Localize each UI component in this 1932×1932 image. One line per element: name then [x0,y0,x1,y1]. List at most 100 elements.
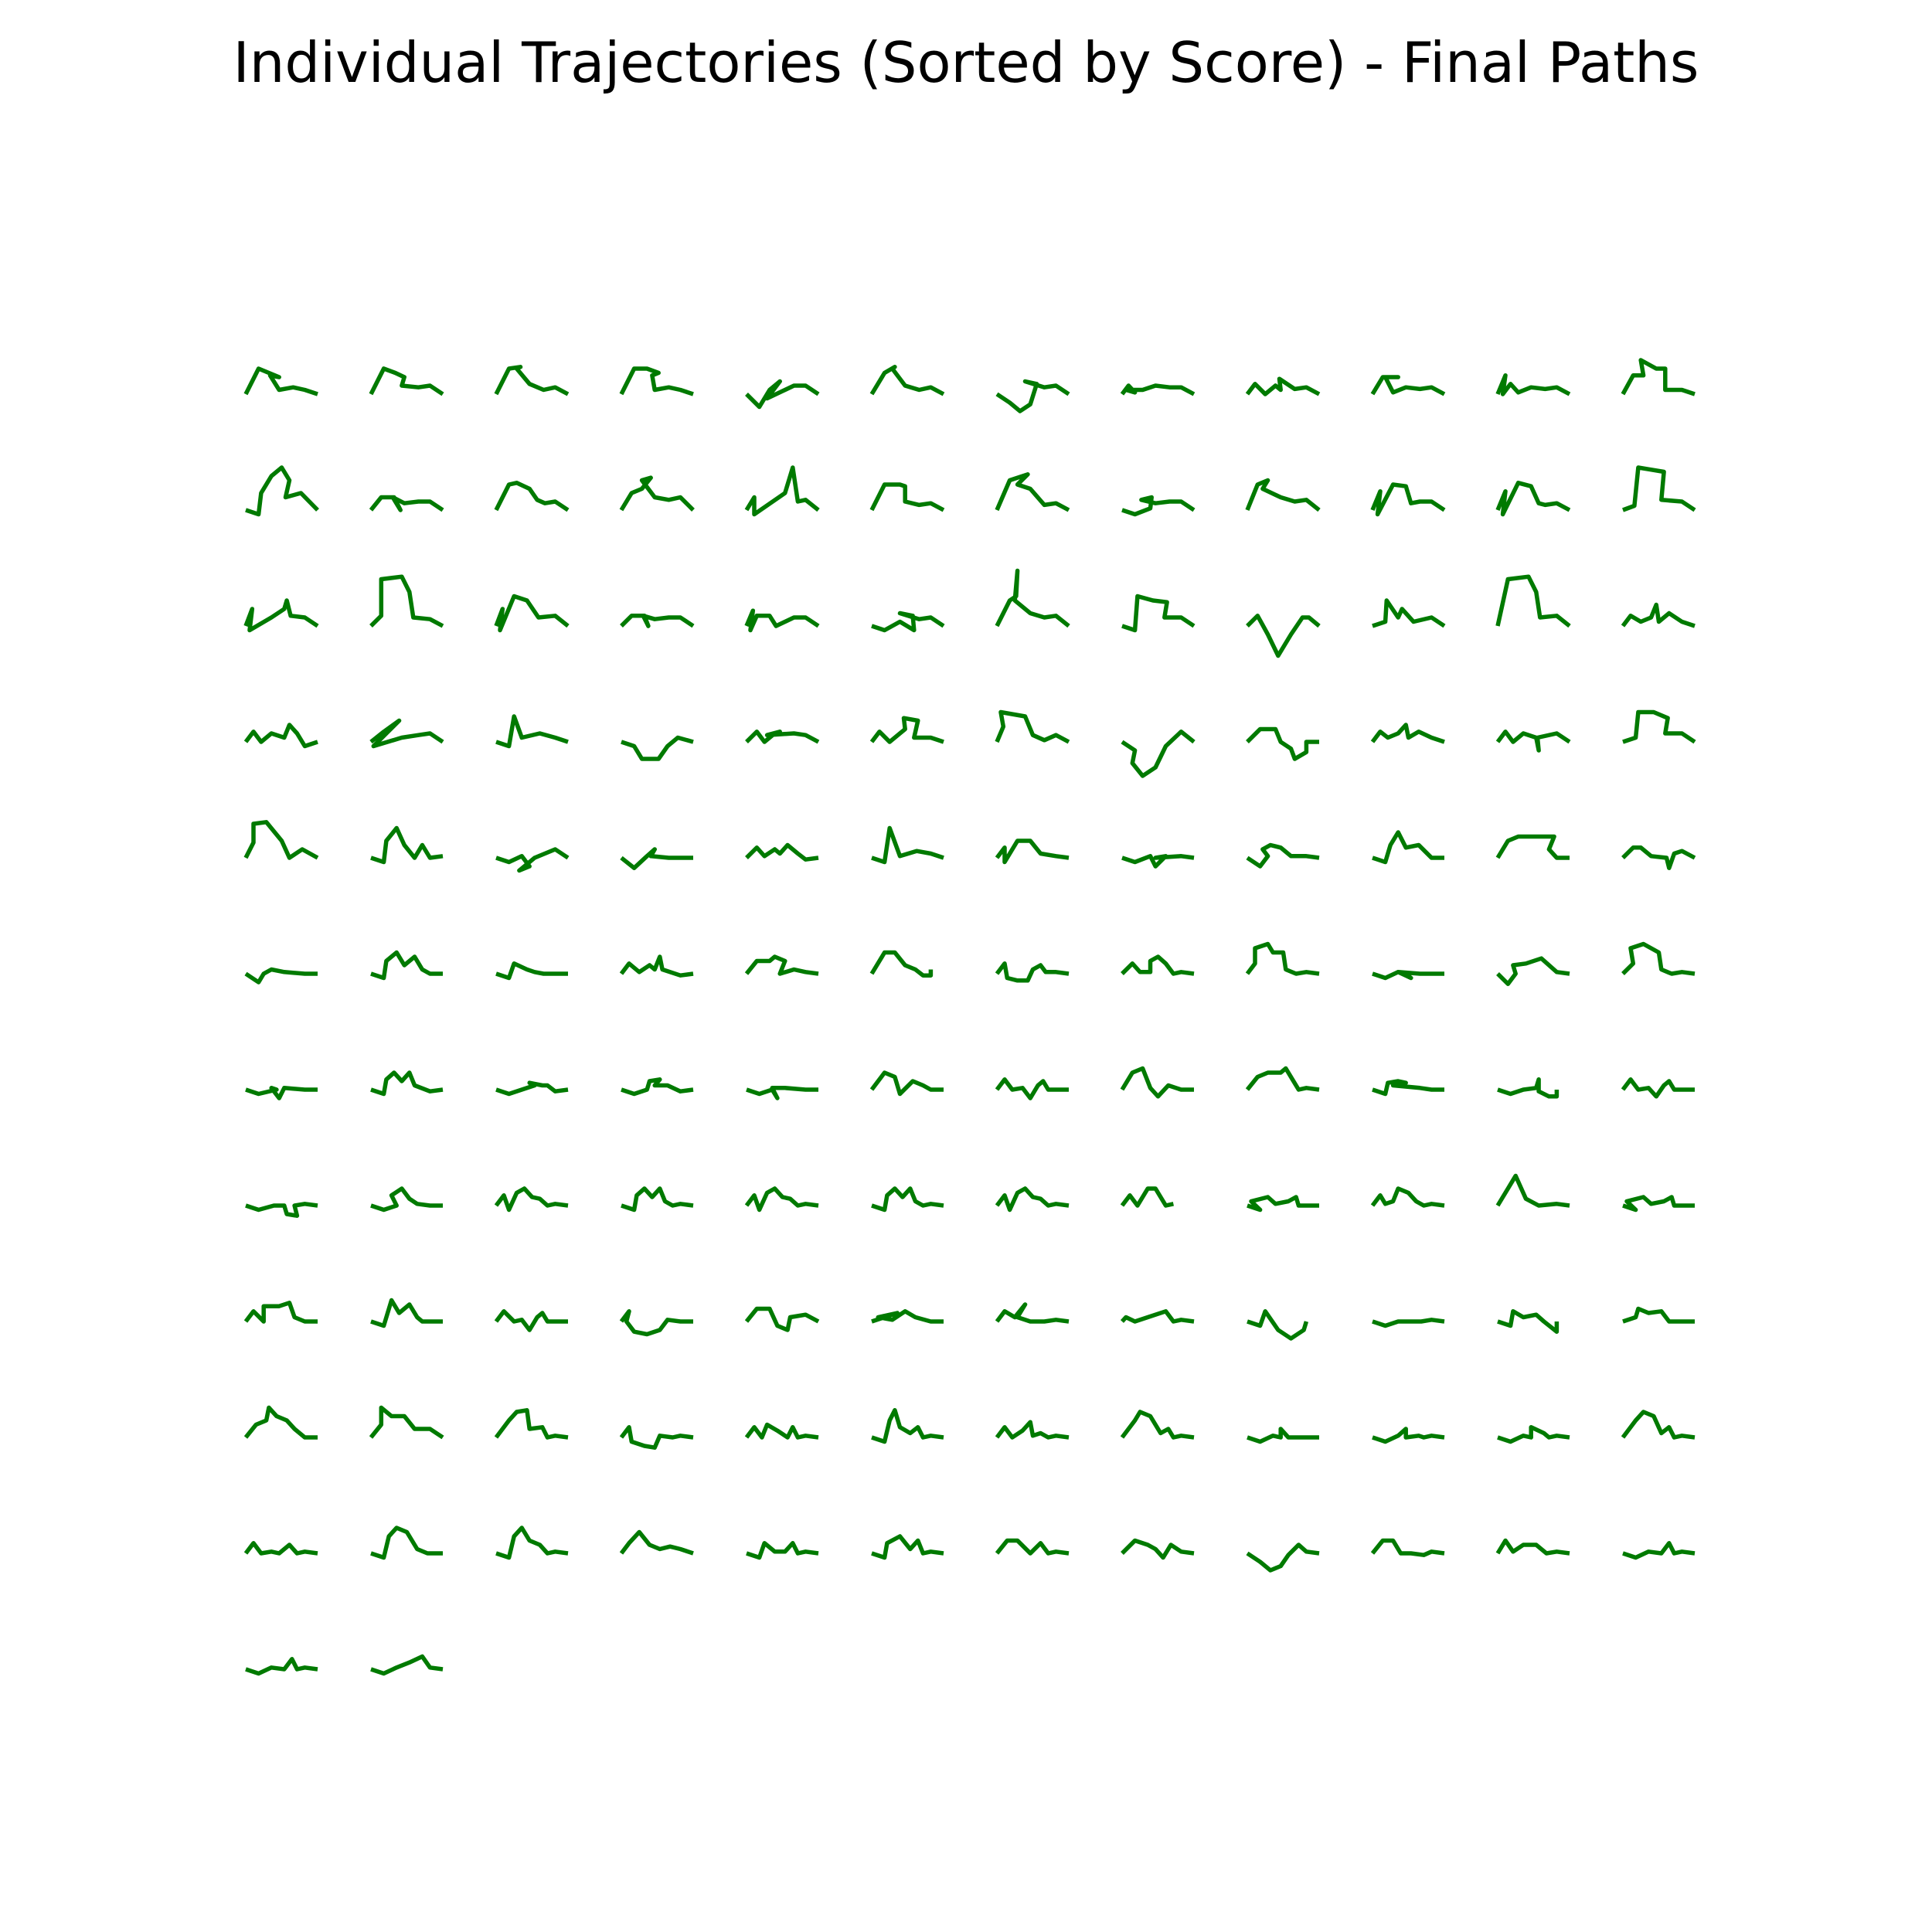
trajectory-line [744,1186,819,1213]
trajectory-line [1372,1427,1445,1444]
trajectory-line [1370,375,1446,396]
trajectory-line [1121,730,1196,778]
trajectory-line [871,1534,944,1560]
trajectory-line [621,1077,694,1097]
trajectory-line [869,950,934,978]
trajectory-line [1622,1195,1695,1213]
trajectory-line [1121,854,1195,869]
trajectory-line [495,961,568,981]
trajectory-line [370,1186,443,1213]
trajectory-line [871,1309,944,1324]
trajectory-line [745,842,819,862]
trajectory-line [869,716,944,744]
trajectory-line [869,482,945,512]
trajectory-line [1246,842,1320,869]
trajectory-line [495,1526,569,1560]
trajectory-line [1120,1186,1174,1208]
trajectory-line [1370,482,1446,517]
trajectory-line [995,568,1070,628]
trajectory-line [619,366,694,396]
trajectory-line [1621,358,1696,396]
trajectory-line [619,954,694,978]
trajectory-line [1495,373,1571,396]
trajectory-line [1622,1306,1695,1324]
trajectory-line [494,365,570,396]
trajectory-line [1622,465,1696,512]
trajectory-line [370,1070,444,1097]
trajectory-line [245,1086,318,1100]
trajectory-line [1245,941,1320,976]
trajectory-line [995,1420,1070,1440]
trajectory-line [621,735,694,761]
trajectory-line [995,1538,1070,1556]
trajectory-line [1372,1079,1444,1097]
trajectory-line [746,1541,819,1560]
trajectory-line [1245,478,1321,512]
trajectory-line [995,709,1070,744]
trajectory-line [495,847,570,873]
trajectory-line [245,465,319,517]
trajectory-line [1372,830,1444,865]
trajectory-line [995,1077,1069,1100]
trajectory-line [745,730,820,744]
trajectory-line [1247,1195,1319,1213]
trajectory-line [1622,1541,1696,1560]
trajectory-line [1495,1173,1570,1208]
trajectory-line [1621,941,1696,976]
trajectory-line [1496,956,1570,986]
trajectory-line [995,961,1070,983]
trajectory-line [744,1306,820,1332]
trajectory-line [494,481,570,512]
trajectory-line [1120,383,1196,396]
trajectory-line [1495,574,1571,628]
trajectory-line [871,611,945,633]
trajectory-line [244,967,318,985]
trajectory-line [869,1070,944,1097]
trajectory-line [744,1422,819,1440]
trajectory-line [1370,1538,1445,1557]
trajectory-line [995,838,1070,865]
trajectory-line [495,1080,569,1097]
trajectory-line [1622,709,1696,744]
trajectory-line [243,1301,318,1324]
trajectory-line [1121,954,1195,976]
trajectory-line [1246,614,1321,658]
trajectory-line [621,1186,694,1213]
trajectory-line [243,820,319,860]
trajectory-line [995,472,1070,512]
trajectory-line [1245,376,1321,396]
trajectory-line [369,366,444,396]
trajectory-line [243,723,318,749]
trajectory-line [369,1405,444,1440]
trajectory-line [1120,1410,1195,1440]
trajectory-line [1120,1309,1195,1324]
trajectory-line [370,1654,444,1676]
trajectory-line [369,718,444,749]
trajectory-line [245,1202,318,1218]
trajectory-line [370,950,443,981]
trajectory-line [1497,1309,1560,1334]
trajectory-line [1121,1538,1195,1560]
trajectory-line [745,379,820,410]
trajectory-line [1497,1077,1560,1099]
trajectory-line [1372,598,1446,628]
trajectory-line [243,598,319,633]
trajectory-line [494,1309,568,1332]
trajectory-line [370,1298,443,1328]
trajectory-line [1621,845,1696,870]
trajectory-line [1246,726,1319,761]
trajectory-line [494,1408,569,1440]
trajectory-line [1372,1318,1445,1328]
trajectory-line [995,1186,1070,1213]
trajectory-line [243,1405,318,1440]
trajectory-line [495,714,569,749]
trajectory-line [494,594,570,633]
trajectory-line [1370,723,1445,744]
trajectory-line [619,1309,693,1337]
trajectory-line [619,1425,694,1450]
trajectory-line [871,825,944,865]
trajectory-line [744,465,820,517]
trajectory-line [620,847,693,870]
trajectory-line [1621,602,1696,628]
trajectory-line [369,495,444,512]
